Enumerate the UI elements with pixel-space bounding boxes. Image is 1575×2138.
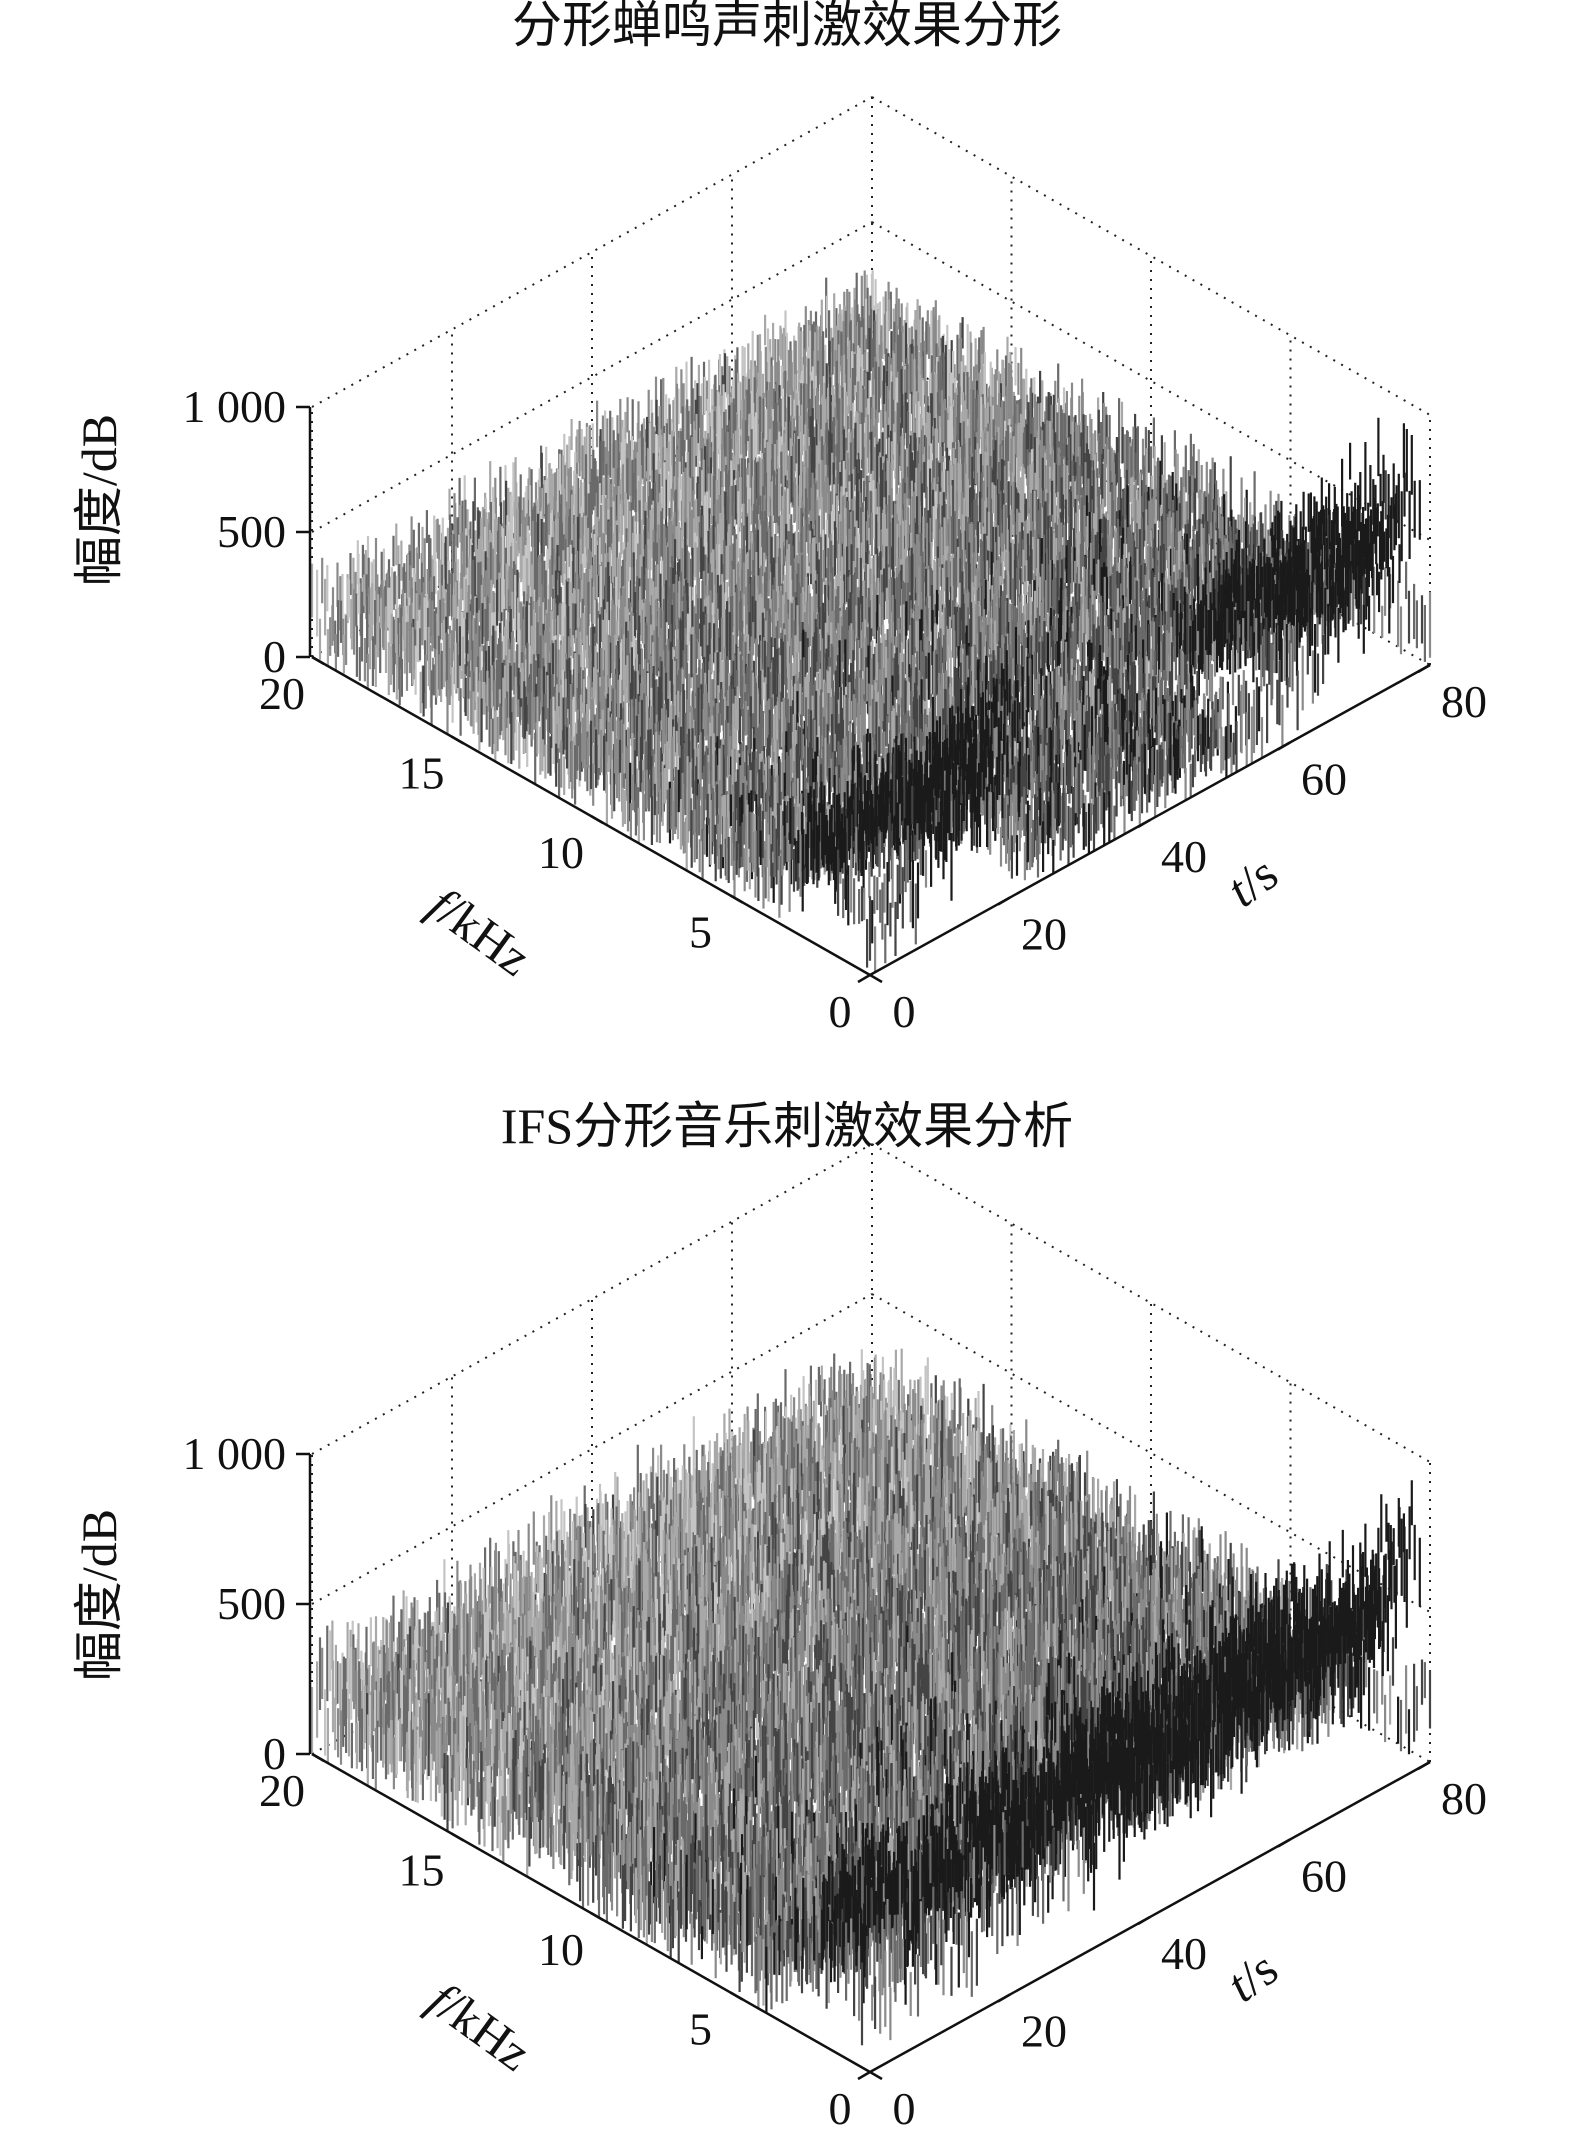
panel-1-axes: [296, 405, 1431, 984]
panel-2-f-tick-5: 5: [689, 2004, 712, 2055]
surface-row: [871, 429, 1413, 944]
surface-row: [876, 600, 1418, 940]
f-tick-mark: [590, 814, 604, 825]
panel-2-z-tick-0: 0: [263, 1728, 286, 1779]
panel-1-f-axis-label: f/kHz: [419, 876, 542, 987]
panel-1: 分形蝉鸣声刺激效果分形 0 500 1 000 0 5 10 15 20 0 2…: [71, 0, 1487, 1037]
f-tick-mark: [869, 973, 883, 984]
grid-top-edge-right: [871, 1143, 1431, 1463]
panel-1-surface: [310, 270, 1432, 973]
panel-2-axes: [296, 1452, 1431, 2081]
surface-row: [896, 1686, 1418, 2017]
surface-row: [544, 1599, 812, 1846]
grid-top-edge-right: [871, 96, 1431, 416]
panel-1-f-tick-5: 5: [689, 907, 712, 958]
panel-1-z-tick-500: 500: [217, 506, 286, 557]
panel-1-t-tick-20: 20: [1021, 909, 1067, 960]
f-tick-mark: [450, 1832, 465, 1842]
surface-row: [662, 472, 1174, 812]
panel-2-t-tick-80: 80: [1441, 1773, 1487, 1824]
t-tick-mark: [997, 1993, 1011, 2003]
surface-row: [860, 1659, 1424, 2046]
t-tick-mark: [857, 973, 871, 984]
surface-row: [860, 595, 1424, 968]
panel-2-f-tick-20: 20: [259, 1765, 305, 1816]
surface-row: [874, 591, 1432, 973]
surface-strokes: [310, 270, 1432, 973]
panel-2-f-tick-15: 15: [399, 1845, 445, 1896]
panel-2: IFS分形音乐刺激效果分析 0 500 1 000 0 5 10 15 20 0…: [71, 1098, 1487, 2134]
surface-row: [868, 1827, 1085, 2041]
f-tick-mark: [311, 1752, 325, 1763]
surface-row: [845, 1699, 1403, 2001]
panel-1-z-tick-0: 0: [263, 631, 286, 682]
t-tick-mark: [997, 896, 1011, 906]
f-tick-mark: [450, 735, 465, 745]
panel-2-f-axis-label: f/kHz: [419, 1971, 542, 2082]
t-tick-mark: [1417, 1760, 1431, 1771]
surface-row: [499, 353, 727, 568]
surface-row: [894, 1662, 1426, 2002]
panel-2-z-axis-label: 幅度/dB: [71, 1509, 127, 1681]
panel-2-f-tick-10: 10: [538, 1924, 584, 1975]
t-tick-mark: [1277, 1838, 1291, 1848]
panel-1-z-tick-1000: 1 000: [183, 381, 287, 432]
panel-1-t-axis-label: t/s: [1216, 845, 1287, 918]
panel-1-title: 分形蝉鸣声刺激效果分形: [512, 0, 1062, 53]
panel-2-t-axis-label: t/s: [1216, 1940, 1287, 2013]
surface-row: [904, 1506, 1421, 2005]
t-tick-mark: [1417, 663, 1431, 674]
panel-1-t-tick-60: 60: [1301, 754, 1347, 805]
surface-row: [930, 472, 1421, 901]
f-tick-mark: [311, 655, 325, 666]
f-tick-mark: [590, 1911, 604, 1922]
panel-1-z-axis-label: 幅度/dB: [71, 414, 127, 586]
panel-1-t-tick-0: 0: [893, 986, 916, 1037]
surface-row: [870, 1816, 965, 1933]
t-tick-mark: [1277, 741, 1291, 751]
panel-2-f-tick-0: 0: [829, 2083, 852, 2134]
f-tick-mark: [729, 894, 744, 904]
f-tick-mark: [869, 2070, 883, 2081]
panel-1-t-tick-80: 80: [1441, 676, 1487, 727]
surface-row: [868, 622, 1325, 961]
surface-row: [879, 605, 1426, 964]
surface-row: [850, 1665, 1408, 1970]
t-tick-mark: [1137, 1915, 1151, 1926]
panel-2-z-tick-1000: 1 000: [183, 1428, 287, 1479]
panel-1-f-tick-15: 15: [399, 748, 445, 799]
panel-1-f-tick-0: 0: [829, 986, 852, 1037]
f-tick-mark: [729, 1991, 744, 2001]
surface-row: [891, 620, 1286, 908]
surface-row: [874, 1670, 1432, 2029]
panel-2-t-tick-40: 40: [1161, 1928, 1207, 1979]
panel-2-surface: [310, 1348, 1432, 2046]
panel-2-t-tick-60: 60: [1301, 1851, 1347, 1902]
panel-1-t-tick-40: 40: [1161, 831, 1207, 882]
surface-row: [871, 1825, 996, 2021]
surface-strokes: [310, 1348, 1432, 2046]
t-tick-mark: [1137, 818, 1151, 829]
surface-row: [906, 1480, 1413, 1988]
panel-2-z-tick-500: 500: [217, 1578, 286, 1629]
panel-1-f-tick-20: 20: [259, 668, 305, 719]
panel-1-f-tick-10: 10: [538, 827, 584, 878]
t-tick-mark: [857, 2070, 871, 2081]
panel-2-t-tick-20: 20: [1021, 2006, 1067, 2057]
panel-2-title: IFS分形音乐刺激效果分析: [501, 1098, 1073, 1154]
grid-top-edge-left: [311, 1143, 873, 1455]
panel-2-t-tick-0: 0: [893, 2083, 916, 2134]
